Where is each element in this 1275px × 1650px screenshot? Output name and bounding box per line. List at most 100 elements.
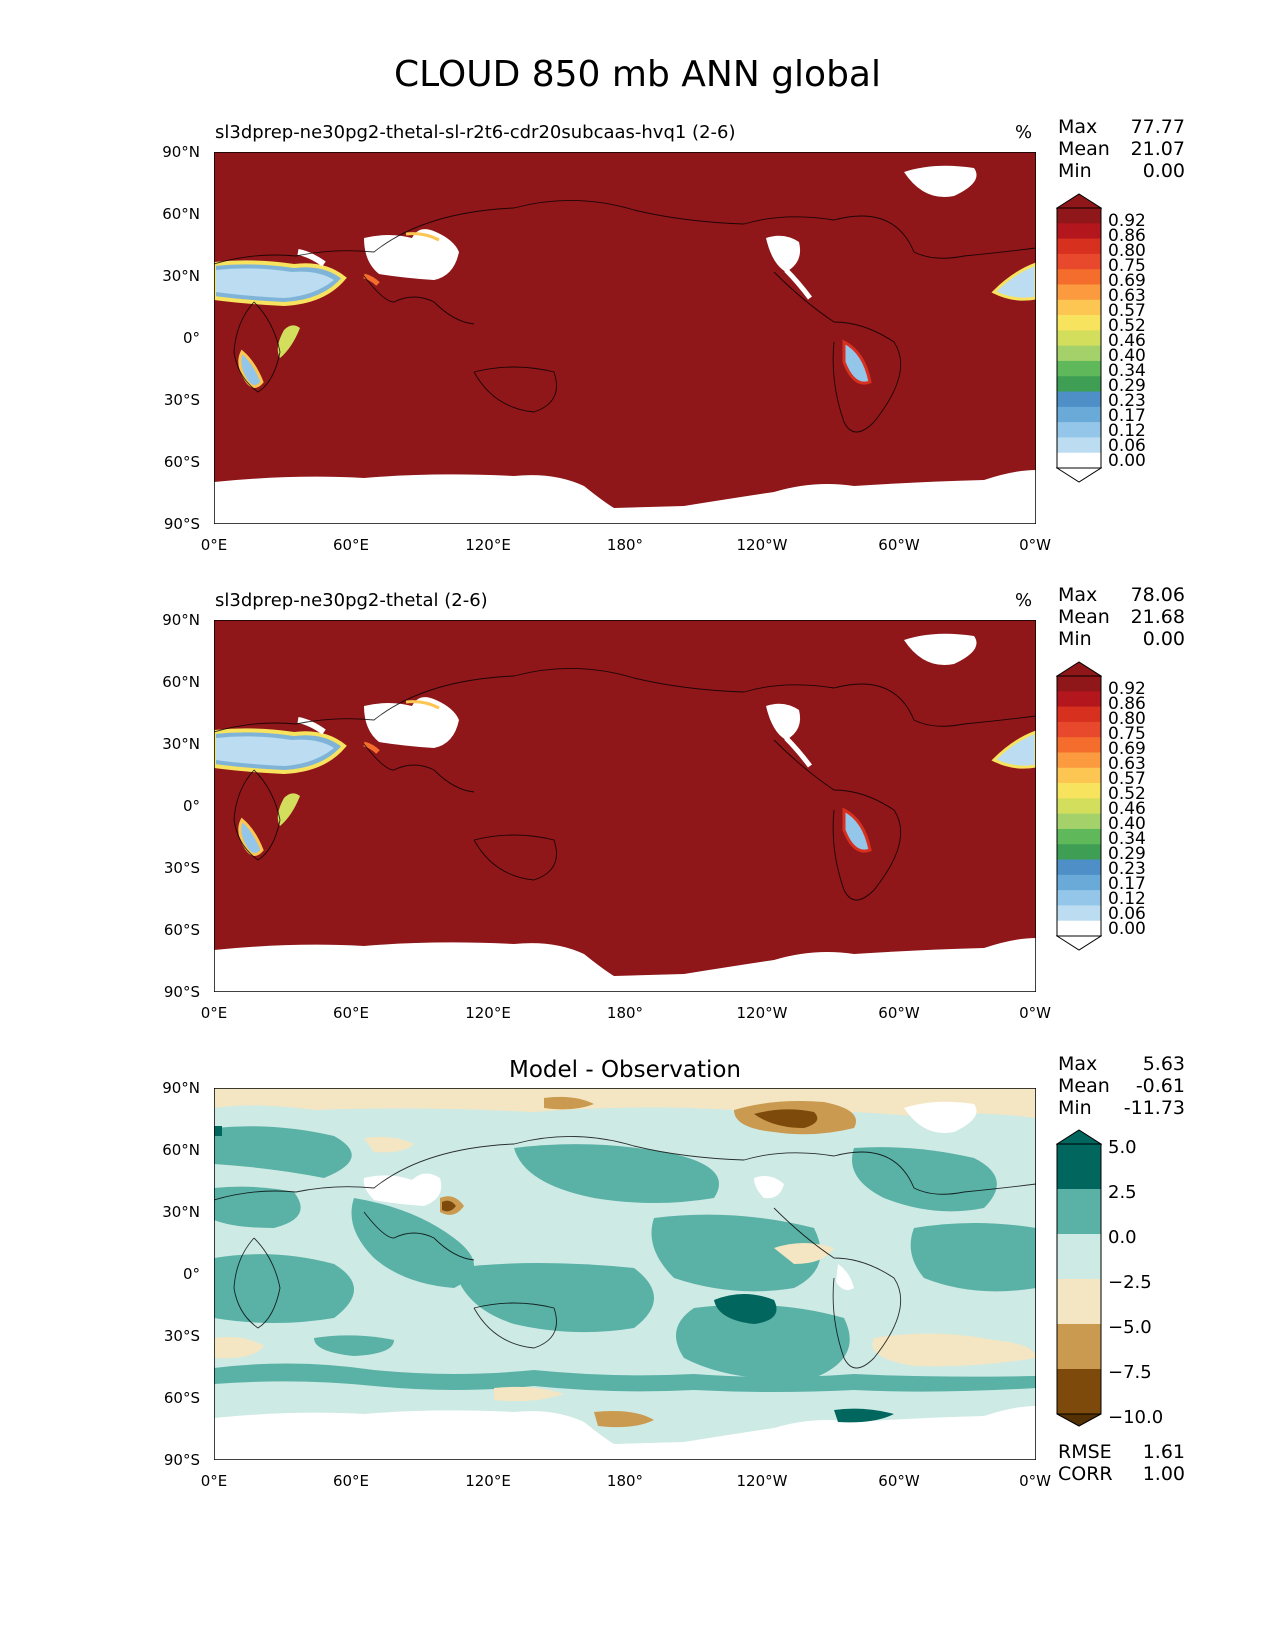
colorbar-band (1057, 905, 1101, 922)
colorbar-band (1057, 269, 1101, 285)
colorbar-band (1057, 844, 1101, 861)
ytick: 90°S (163, 1451, 200, 1469)
panel-3-extra-stats: RMSE 1.61 CORR 1.00 (1058, 1441, 1185, 1485)
colorbar-band (1057, 1234, 1101, 1280)
xtick: 0°W (1019, 1004, 1051, 1022)
stat-max-label: Max (1058, 1053, 1098, 1075)
ytick: 60°N (162, 1141, 200, 1159)
colorbar-band (1057, 920, 1101, 937)
colorbar-label: 0.00 (1108, 451, 1146, 471)
stat-min-label: Min (1058, 160, 1092, 182)
stat-mean-label: Mean (1058, 138, 1110, 160)
stat-min-value: -11.73 (1123, 1097, 1185, 1119)
colorbar-label: 0.00 (1108, 919, 1146, 939)
ytick: 30°N (162, 267, 200, 285)
panel-1-colorbar (1056, 193, 1102, 483)
stat-max-label: Max (1058, 116, 1098, 138)
colorbar-label: −5.0 (1108, 1317, 1152, 1338)
colorbar-band (1057, 238, 1101, 255)
colorbar-band (1057, 798, 1101, 815)
colorbar-label: 0.34 (1108, 361, 1146, 381)
panel-3-title: Model - Observation (508, 1057, 742, 1083)
colorbar-label: 0.0 (1108, 1227, 1137, 1248)
colorbar-band (1057, 360, 1101, 377)
colorbar-band (1057, 376, 1101, 393)
colorbar-band (1057, 437, 1101, 454)
panel-3-colorbar (1056, 1129, 1102, 1427)
colorbar-band (1057, 1324, 1101, 1370)
panel-1-stats: Max 77.77 Mean 21.07 Min 0.00 (1058, 116, 1185, 182)
colorbar-label: 0.23 (1108, 391, 1146, 411)
ytick: 90°N (162, 143, 200, 161)
panel-3-stats: Max 5.63 Mean -0.61 Min -11.73 (1058, 1053, 1185, 1119)
colorbar-label: 0.46 (1108, 799, 1146, 819)
colorbar-band (1057, 691, 1101, 708)
colorbar-band (1057, 859, 1101, 876)
colorbar-label: −10.0 (1108, 1407, 1164, 1428)
stat-mean-value: -0.61 (1135, 1075, 1185, 1097)
colorbar-band (1057, 676, 1101, 692)
colorbar-label: 0.75 (1108, 724, 1146, 744)
xtick: 120°E (465, 1004, 511, 1022)
panel-1-title: sl3dprep-ne30pg2-thetal-sl-r2t6-cdr20sub… (215, 122, 736, 143)
colorbar-label: 0.57 (1108, 301, 1146, 321)
ytick: 30°N (162, 1203, 200, 1221)
xtick: 60°E (332, 536, 370, 554)
colorbar-label: 0.17 (1108, 874, 1146, 894)
stat-mean-value: 21.68 (1130, 606, 1185, 628)
ytick: 30°S (163, 1327, 200, 1345)
colorbar-band (1057, 284, 1101, 301)
colorbar-band (1057, 706, 1101, 723)
colorbar-label: 0.40 (1108, 346, 1146, 366)
xtick: 120°E (465, 1472, 511, 1490)
ytick: 90°S (163, 983, 200, 1001)
colorbar-band (1057, 406, 1101, 423)
panel-3-map (214, 1088, 1036, 1460)
ytick: 60°S (163, 1389, 200, 1407)
xtick: 180° (606, 1472, 644, 1490)
stat-mean-value: 21.07 (1130, 138, 1185, 160)
xtick: 60°W (878, 1472, 920, 1490)
colorbar-band (1057, 1279, 1101, 1325)
colorbar-band (1057, 767, 1101, 784)
corr-value: 1.00 (1142, 1463, 1185, 1485)
colorbar-band (1057, 1144, 1101, 1190)
xtick: 120°W (736, 1472, 788, 1490)
colorbar-band (1057, 452, 1101, 469)
xtick: 0°W (1019, 1472, 1051, 1490)
stat-max-value: 5.63 (1142, 1053, 1185, 1075)
xtick: 180° (606, 536, 644, 554)
colorbar-band (1057, 315, 1101, 331)
colorbar-band (1057, 813, 1101, 830)
xtick: 0°W (1019, 536, 1051, 554)
colorbar-band (1057, 330, 1101, 347)
colorbar-band (1057, 721, 1101, 738)
stat-min-label: Min (1058, 1097, 1092, 1119)
colorbar-band (1057, 391, 1101, 408)
colorbar-band (1057, 890, 1101, 906)
corr-label: CORR (1058, 1463, 1113, 1485)
colorbar-label: 0.63 (1108, 286, 1146, 306)
colorbar-label: 0.92 (1108, 679, 1146, 699)
colorbar-band (1057, 783, 1101, 799)
panel-1-units: % (1015, 122, 1033, 143)
ytick: 0° (182, 1265, 200, 1283)
stat-mean-label: Mean (1058, 606, 1110, 628)
ytick: 60°S (163, 921, 200, 939)
colorbar-label: 0.29 (1108, 844, 1146, 864)
xtick: 120°E (465, 536, 511, 554)
figure-title: CLOUD 850 mb ANN global (393, 54, 881, 95)
colorbar-label: 0.06 (1108, 436, 1146, 456)
ytick: 60°S (163, 453, 200, 471)
colorbar-label: 0.63 (1108, 754, 1146, 774)
xtick: 120°W (736, 536, 788, 554)
colorbar-band (1057, 345, 1101, 362)
colorbar-band (1057, 1369, 1101, 1415)
colorbar-label: 2.5 (1108, 1182, 1137, 1203)
colorbar-label: 0.12 (1108, 889, 1146, 909)
colorbar-band (1057, 208, 1101, 224)
colorbar-label: 0.46 (1108, 331, 1146, 351)
colorbar-label: 5.0 (1108, 1137, 1137, 1158)
rmse-value: 1.61 (1142, 1441, 1185, 1463)
panel-1-map (214, 152, 1036, 524)
